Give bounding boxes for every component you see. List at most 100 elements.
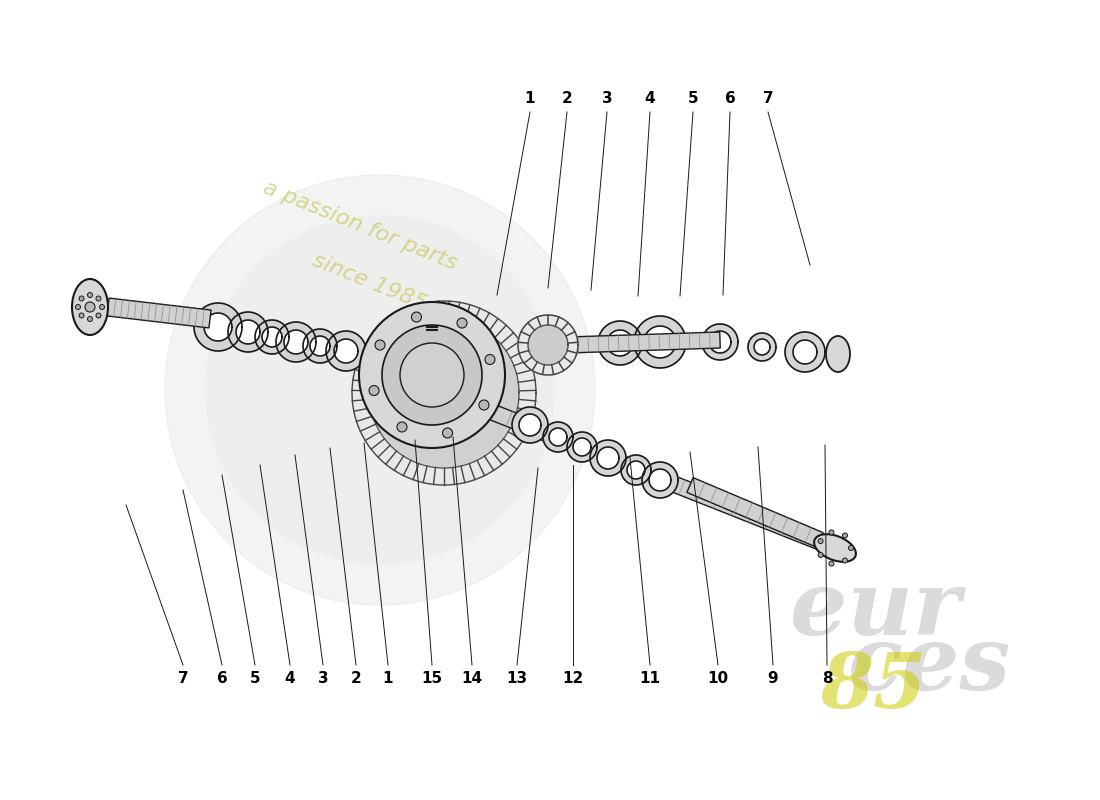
Text: eur: eur bbox=[790, 567, 960, 654]
Text: 3: 3 bbox=[318, 671, 328, 686]
Polygon shape bbox=[627, 461, 645, 479]
Polygon shape bbox=[710, 331, 732, 353]
Polygon shape bbox=[302, 329, 337, 363]
Polygon shape bbox=[326, 331, 366, 371]
Circle shape bbox=[478, 400, 490, 410]
Ellipse shape bbox=[72, 279, 108, 335]
Text: 1: 1 bbox=[525, 91, 536, 106]
Circle shape bbox=[456, 318, 468, 328]
Polygon shape bbox=[352, 301, 536, 485]
Text: 5: 5 bbox=[688, 91, 698, 106]
Circle shape bbox=[818, 553, 823, 558]
Polygon shape bbox=[528, 325, 568, 365]
Polygon shape bbox=[566, 432, 597, 462]
Circle shape bbox=[165, 175, 595, 605]
Ellipse shape bbox=[826, 336, 850, 372]
Polygon shape bbox=[598, 321, 642, 365]
Polygon shape bbox=[368, 318, 519, 468]
Circle shape bbox=[829, 530, 834, 535]
Text: 10: 10 bbox=[707, 671, 728, 686]
Polygon shape bbox=[686, 478, 823, 547]
Circle shape bbox=[843, 558, 847, 563]
Text: 15: 15 bbox=[421, 671, 442, 686]
Text: 2: 2 bbox=[351, 671, 362, 686]
Polygon shape bbox=[785, 332, 825, 372]
Text: 85: 85 bbox=[820, 650, 926, 724]
Circle shape bbox=[411, 312, 421, 322]
Polygon shape bbox=[702, 324, 738, 360]
Polygon shape bbox=[262, 327, 282, 347]
Polygon shape bbox=[568, 332, 720, 353]
Text: ces: ces bbox=[848, 622, 1011, 709]
Polygon shape bbox=[519, 414, 541, 436]
Polygon shape bbox=[490, 405, 823, 550]
Polygon shape bbox=[107, 298, 211, 328]
Text: 2: 2 bbox=[562, 91, 572, 106]
Polygon shape bbox=[276, 322, 316, 362]
Circle shape bbox=[79, 296, 84, 301]
Text: 12: 12 bbox=[562, 671, 584, 686]
Polygon shape bbox=[236, 320, 260, 344]
Polygon shape bbox=[334, 339, 358, 363]
Polygon shape bbox=[590, 440, 626, 476]
Text: 14: 14 bbox=[461, 671, 483, 686]
Polygon shape bbox=[384, 335, 444, 395]
Circle shape bbox=[848, 546, 854, 550]
Circle shape bbox=[382, 325, 482, 425]
Text: 13: 13 bbox=[506, 671, 528, 686]
Circle shape bbox=[88, 293, 92, 298]
Text: 3: 3 bbox=[602, 91, 613, 106]
Circle shape bbox=[96, 296, 101, 301]
Text: 6: 6 bbox=[725, 91, 736, 106]
Circle shape bbox=[88, 317, 92, 322]
Text: 4: 4 bbox=[645, 91, 656, 106]
Text: 6: 6 bbox=[217, 671, 228, 686]
Polygon shape bbox=[549, 428, 566, 446]
Circle shape bbox=[442, 428, 452, 438]
Polygon shape bbox=[543, 422, 573, 452]
Text: 7: 7 bbox=[178, 671, 188, 686]
Polygon shape bbox=[607, 330, 632, 356]
Polygon shape bbox=[512, 407, 548, 443]
Polygon shape bbox=[368, 318, 519, 468]
Polygon shape bbox=[649, 469, 671, 491]
Polygon shape bbox=[793, 340, 817, 364]
Text: 9: 9 bbox=[768, 671, 779, 686]
Polygon shape bbox=[597, 447, 619, 469]
Polygon shape bbox=[642, 462, 678, 498]
Polygon shape bbox=[748, 333, 775, 361]
Polygon shape bbox=[518, 315, 578, 375]
Circle shape bbox=[375, 340, 385, 350]
Circle shape bbox=[397, 422, 407, 432]
Polygon shape bbox=[621, 455, 651, 485]
Polygon shape bbox=[394, 345, 435, 385]
Circle shape bbox=[99, 305, 104, 310]
Polygon shape bbox=[754, 339, 770, 355]
Circle shape bbox=[829, 561, 834, 566]
Polygon shape bbox=[310, 336, 330, 356]
Circle shape bbox=[96, 313, 101, 318]
Polygon shape bbox=[528, 325, 568, 365]
Polygon shape bbox=[644, 326, 676, 358]
Polygon shape bbox=[255, 320, 289, 354]
Polygon shape bbox=[634, 316, 686, 368]
Polygon shape bbox=[194, 303, 242, 351]
Circle shape bbox=[485, 354, 495, 365]
Circle shape bbox=[843, 533, 847, 538]
Text: 8: 8 bbox=[822, 671, 833, 686]
Polygon shape bbox=[284, 330, 308, 354]
Circle shape bbox=[368, 386, 379, 395]
Text: 5: 5 bbox=[250, 671, 261, 686]
Text: since 1985: since 1985 bbox=[310, 250, 430, 314]
Circle shape bbox=[85, 302, 95, 312]
Text: a passion for parts: a passion for parts bbox=[260, 178, 460, 274]
Text: 4: 4 bbox=[285, 671, 295, 686]
Text: 1: 1 bbox=[383, 671, 394, 686]
Circle shape bbox=[818, 538, 823, 543]
Circle shape bbox=[205, 215, 556, 565]
Polygon shape bbox=[573, 438, 591, 456]
Circle shape bbox=[359, 302, 505, 448]
Circle shape bbox=[400, 343, 464, 407]
Circle shape bbox=[79, 313, 84, 318]
Polygon shape bbox=[204, 313, 232, 341]
